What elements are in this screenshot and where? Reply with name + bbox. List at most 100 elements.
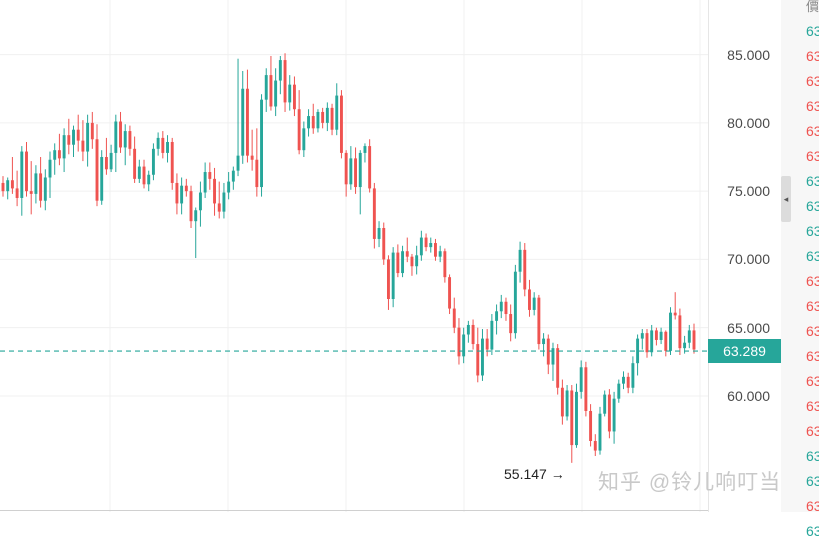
side-panel-price: 63 [806,198,819,214]
candle [664,330,668,357]
candle [76,114,80,152]
candle [443,248,447,283]
candle [363,143,367,163]
candle-body [434,243,437,257]
candle [551,342,555,381]
side-panel-price: 63 [806,98,819,114]
candle [264,68,268,112]
candle-body [175,182,179,204]
candle-body [419,237,423,256]
candle-body [636,338,640,364]
candle-body [659,331,663,340]
candle [607,389,611,439]
current-price-badge: 63.289 [708,339,781,364]
candle [504,297,508,321]
candle-body [546,338,550,365]
candle-body [415,255,419,267]
candle [325,102,329,132]
candle [532,292,536,316]
candle-body [274,80,278,107]
candle-body [556,348,560,388]
candle-body [386,259,390,300]
candle [631,356,635,394]
candle-body [128,131,132,149]
candle [382,222,386,265]
candle-body [53,150,57,160]
candle-body [297,109,301,151]
candle [20,146,24,216]
price-chart[interactable] [0,0,708,512]
candle-body [137,166,141,179]
candle-body [161,137,165,153]
candle-body [476,344,480,376]
side-panel-price: 63 [806,123,819,139]
candle-body [307,116,311,129]
candle-body [1,182,5,192]
candle-body [584,367,588,411]
candle-body [575,391,578,446]
candle [617,379,621,403]
side-panel-price: 63 [806,23,819,39]
candle [410,253,414,276]
candle [302,121,306,158]
candle-body [39,173,43,201]
side-panel-price: 63 [806,348,819,364]
candle-body [203,172,207,193]
candle [161,131,165,159]
candle-body [537,297,541,345]
candle-body [67,135,71,145]
candle [556,344,560,395]
side-panel-price: 63 [806,248,819,264]
side-panel [781,0,819,512]
candle-body [222,192,226,212]
candle-body [48,159,52,178]
candle [481,329,484,381]
candle-body [692,330,696,350]
price-axis[interactable]: 85.000 80.000 75.000 70.000 65.000 60.000 [708,0,782,512]
candle [72,125,75,158]
candle [612,391,616,444]
chevron-left-icon[interactable]: ◂ [781,176,791,222]
candle-body [90,122,94,140]
candle-body [283,60,287,103]
candle [692,323,696,354]
candle [198,181,202,227]
candle-body [198,192,202,211]
candle [354,147,358,194]
candle [471,319,475,350]
candle-body [589,410,593,442]
candle-body [664,331,668,351]
candle [194,207,198,259]
side-panel-price: 63 [806,473,819,489]
candle [213,167,216,216]
candle [180,177,184,215]
candle [10,157,14,194]
candle [452,297,456,334]
side-panel-price: 63 [806,73,819,89]
candle-body [227,181,231,193]
candle-body [513,271,517,334]
candle-body [302,128,306,151]
candle-body [170,141,174,183]
candle-body [579,367,583,392]
candle [391,247,395,308]
candle-body [518,249,522,272]
candle [147,170,151,192]
candle-body [156,137,160,149]
candle-body [372,188,376,239]
candle [622,371,625,390]
price-axis-label: 75.000 [727,183,770,200]
candle-body [542,338,546,345]
candle-body [184,185,188,192]
candle-body [241,88,245,156]
candle-body [10,180,14,189]
candle [151,143,155,181]
candle-body [236,155,240,171]
candle [95,124,99,207]
candle [133,136,137,183]
candle [90,111,94,149]
candle-body [76,129,80,141]
candle-body [109,152,113,170]
candlestick-chart[interactable] [0,0,708,512]
candle [67,118,71,155]
